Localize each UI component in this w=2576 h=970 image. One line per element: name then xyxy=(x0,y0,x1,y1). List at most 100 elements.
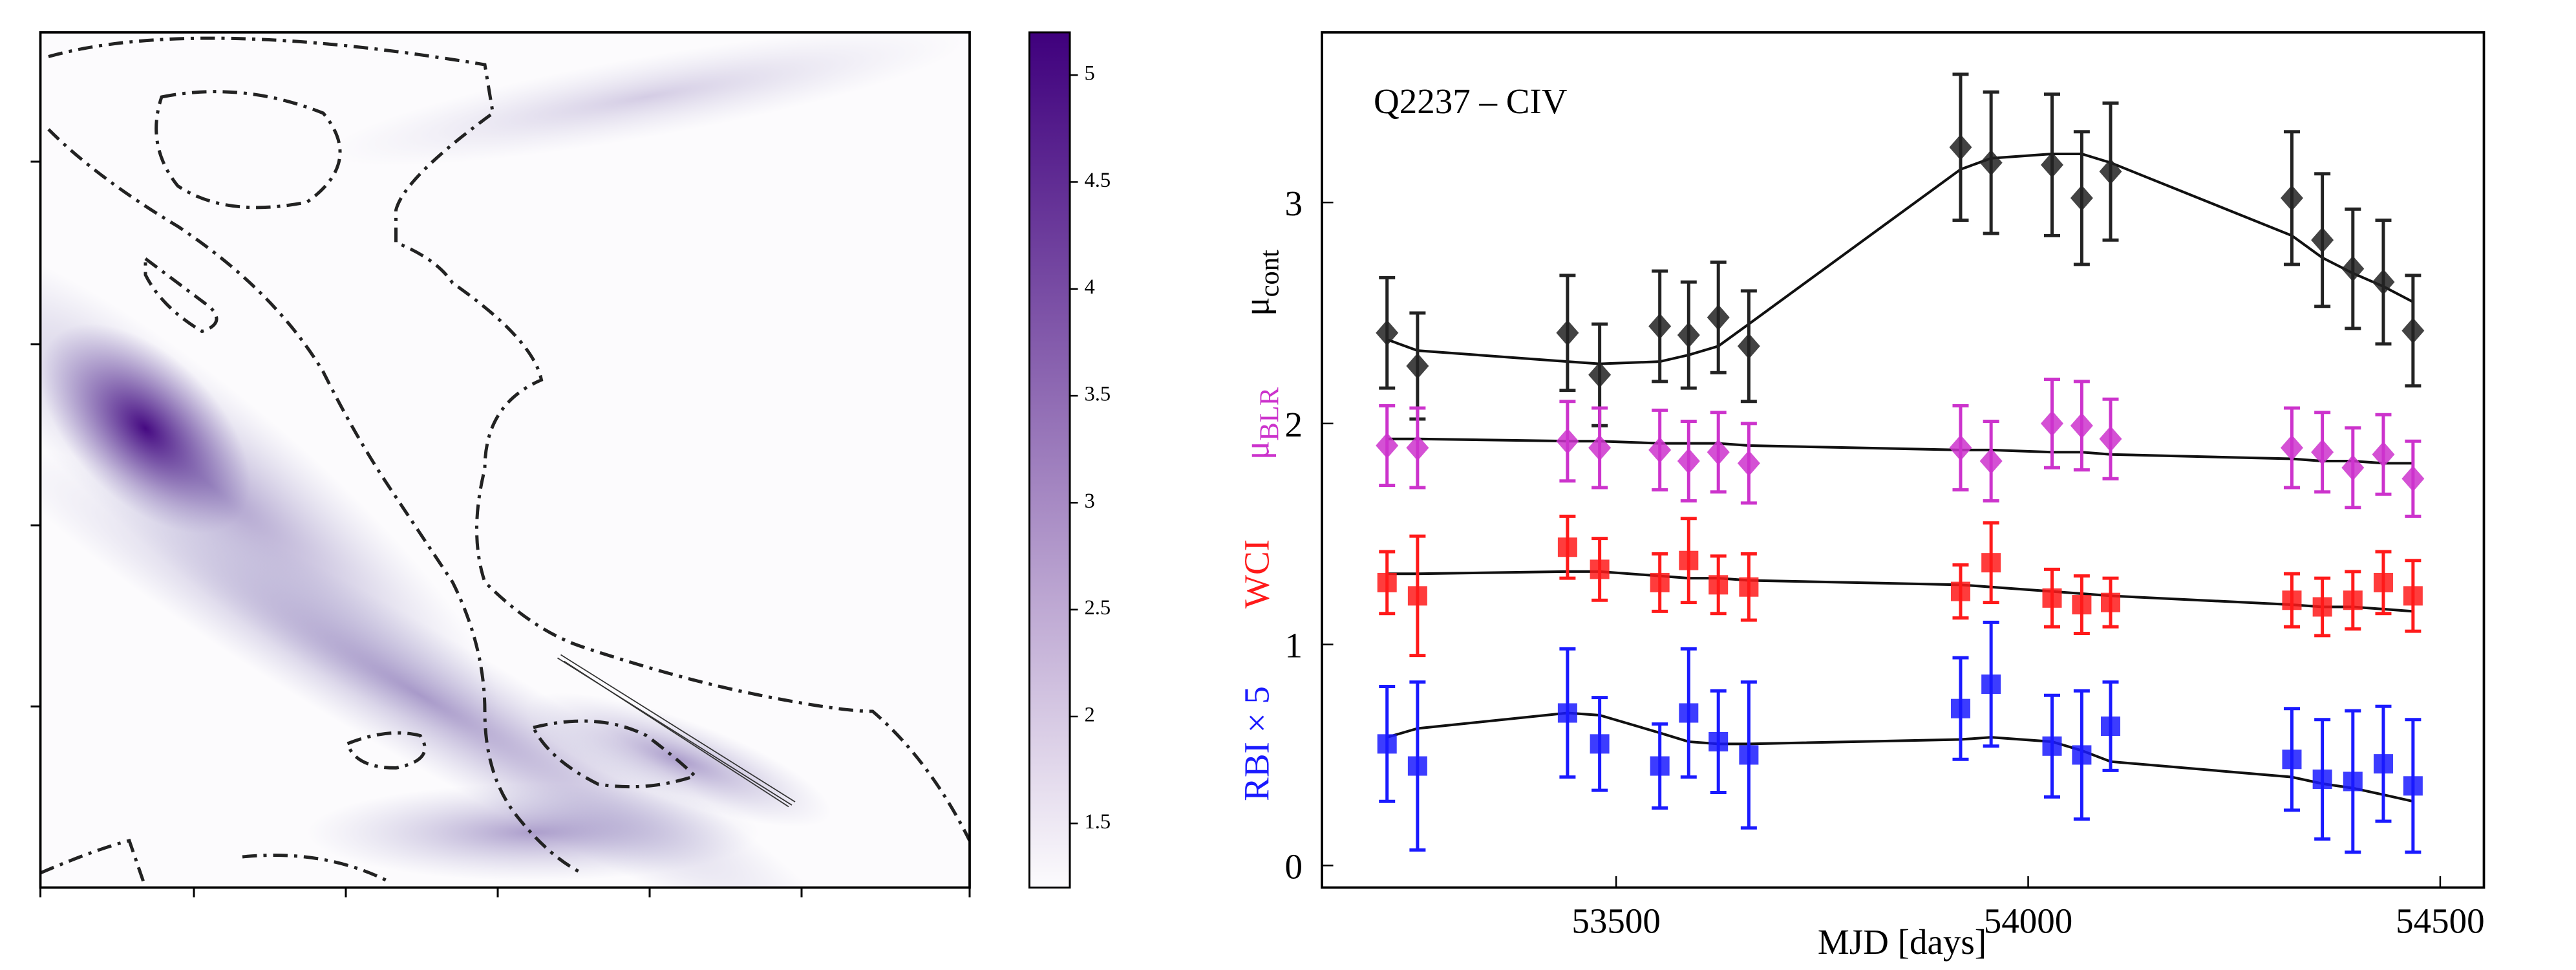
marker xyxy=(2341,455,2365,481)
y-axis-label-sub: BLR xyxy=(1255,387,1285,440)
marker xyxy=(2401,318,2425,344)
marker xyxy=(1648,436,1672,463)
y-tick-label: 1 xyxy=(1285,626,1303,665)
marker xyxy=(2403,586,2423,606)
marker xyxy=(1407,756,1427,776)
marker xyxy=(1590,734,1610,754)
heatmap-frame xyxy=(39,31,971,889)
marker xyxy=(1950,698,1970,718)
marker xyxy=(2280,185,2303,211)
marker xyxy=(1739,745,1759,765)
marker xyxy=(2282,590,2302,610)
y-tick-label: 0 xyxy=(1285,846,1303,886)
colorbar-tick-label: 1.5 xyxy=(1085,810,1111,834)
annotation: Q2237 – CIV xyxy=(1374,81,1568,121)
marker xyxy=(1981,674,2001,695)
marker xyxy=(2373,754,2393,774)
model-line xyxy=(1387,711,2414,803)
y-axis-label-sub: cont xyxy=(1255,250,1285,297)
marker xyxy=(2070,185,2093,211)
heatmap-ticks xyxy=(30,160,971,898)
marker xyxy=(1739,577,1759,597)
marker xyxy=(2312,770,2332,790)
marker xyxy=(2311,439,2334,466)
y-axis-label: RBI × 5 xyxy=(1237,686,1277,801)
marker xyxy=(2040,410,2063,436)
x-tick-label: 54500 xyxy=(2396,901,2485,941)
colorbar-tick-label: 2.5 xyxy=(1085,596,1111,620)
marker xyxy=(2343,590,2363,610)
marker xyxy=(1588,435,1612,461)
marker xyxy=(2099,426,2122,452)
marker xyxy=(1650,756,1670,776)
colorbar-tick-label: 2 xyxy=(1085,703,1095,726)
marker xyxy=(2312,597,2332,617)
marker xyxy=(1979,447,2003,474)
marker xyxy=(2280,435,2303,461)
marker xyxy=(1981,553,2001,573)
y-axis-label: WCI xyxy=(1237,539,1277,609)
marker xyxy=(1950,581,1970,601)
model-line xyxy=(1387,437,2413,465)
marker xyxy=(2072,595,2092,615)
colorbar-tick-label: 4.5 xyxy=(1085,169,1111,192)
marker xyxy=(1407,586,1427,606)
marker xyxy=(1707,304,1730,330)
marker xyxy=(1650,572,1670,592)
marker xyxy=(1679,703,1699,723)
marker xyxy=(1737,333,1760,360)
marker xyxy=(2403,776,2423,796)
colorbar xyxy=(1028,31,1071,889)
x-axis-label: MJD [days] xyxy=(1818,922,1986,962)
marker xyxy=(2372,269,2395,296)
y-tick-label: 3 xyxy=(1285,184,1303,223)
x-tick-label: 53500 xyxy=(1571,901,1661,941)
marker xyxy=(1949,134,1972,160)
marker xyxy=(1406,435,1429,461)
y-axis-label: μBLR xyxy=(1237,387,1285,460)
marker xyxy=(2070,413,2093,439)
marker xyxy=(1376,433,1399,459)
marker xyxy=(2040,152,2063,178)
marker xyxy=(1557,537,1577,557)
model-lines xyxy=(557,654,796,808)
marker xyxy=(1949,435,1972,461)
marker xyxy=(1376,319,1399,346)
marker xyxy=(1557,703,1577,723)
marker xyxy=(1979,149,2003,176)
marker xyxy=(2072,745,2092,765)
model-line xyxy=(1387,570,2414,613)
marker xyxy=(1677,322,1700,349)
marker xyxy=(2373,572,2393,592)
y-axis-label: μcont xyxy=(1237,250,1285,316)
x-tick-label: 54000 xyxy=(1984,901,2073,941)
y-axis-label-text: μ xyxy=(1237,441,1277,460)
marker xyxy=(1677,447,1700,474)
colorbar-tick-label: 5 xyxy=(1085,62,1095,85)
marker xyxy=(2343,771,2363,792)
marker xyxy=(1377,572,1397,592)
marker xyxy=(2042,588,2062,608)
y-axis-label-text: WCI xyxy=(1237,539,1277,609)
marker xyxy=(1648,313,1672,339)
marker xyxy=(2311,227,2334,253)
marker xyxy=(1556,428,1579,455)
marker xyxy=(2099,158,2122,185)
y-axis-label-text: μ xyxy=(1237,297,1277,316)
colorbar-tick-label: 3 xyxy=(1085,490,1095,513)
colorbar-tick-label: 3.5 xyxy=(1085,383,1111,406)
marker xyxy=(1707,439,1730,466)
marker xyxy=(2101,592,2121,612)
colorbar-tick-label: 4 xyxy=(1085,275,1095,299)
marker xyxy=(2101,717,2121,737)
y-tick-label: 2 xyxy=(1285,405,1303,444)
marker xyxy=(1708,575,1729,595)
marker xyxy=(2401,466,2425,492)
marker xyxy=(2372,441,2395,468)
marker xyxy=(1708,731,1729,751)
marker xyxy=(1737,450,1760,477)
marker xyxy=(1377,734,1397,754)
marker xyxy=(2282,749,2302,770)
marker xyxy=(1590,559,1610,579)
